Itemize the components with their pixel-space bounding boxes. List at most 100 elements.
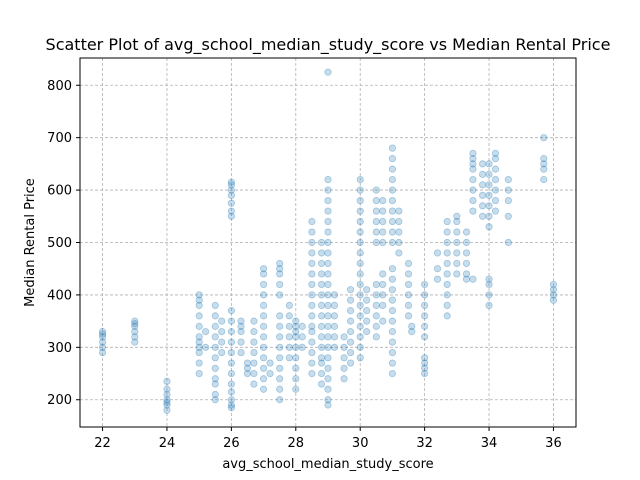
data-point: [163, 398, 171, 406]
data-point: [317, 270, 326, 278]
data-point: [227, 207, 235, 215]
data-point: [443, 238, 451, 247]
data-point: [330, 322, 339, 330]
data-point: [504, 176, 512, 184]
data-point: [211, 354, 219, 362]
data-point: [485, 275, 493, 283]
data-point: [276, 354, 284, 362]
data-point: [388, 144, 397, 152]
data-point: [308, 249, 316, 257]
data-point: [462, 238, 471, 247]
data-point: [195, 348, 203, 357]
data-point: [356, 343, 364, 351]
data-point: [317, 354, 326, 362]
y-axis-ticks: 200 300 400 500 600 700 800: [47, 79, 80, 408]
data-points: [98, 68, 558, 414]
data-point: [433, 275, 442, 283]
data-point: [346, 328, 355, 336]
x-tick-label: 36: [545, 436, 562, 451]
data-point: [485, 191, 493, 199]
data-point: [227, 348, 235, 357]
data-point: [317, 343, 326, 351]
data-point: [388, 265, 397, 273]
data-point: [324, 217, 332, 226]
data-point: [98, 338, 107, 346]
data-point: [276, 312, 284, 320]
data-point: [324, 385, 332, 393]
data-point: [491, 176, 500, 184]
data-point: [266, 369, 274, 378]
y-tick-label: 600: [47, 184, 72, 199]
data-point: [491, 207, 500, 215]
x-tick-label: 24: [159, 436, 176, 451]
data-point: [195, 359, 203, 367]
data-point: [227, 388, 235, 396]
data-point: [421, 301, 429, 309]
data-point: [356, 217, 364, 226]
data-point: [356, 228, 364, 236]
data-point: [218, 338, 226, 346]
data-point: [346, 338, 355, 346]
data-point: [469, 160, 477, 168]
data-point: [324, 375, 332, 383]
data-point: [163, 396, 171, 404]
data-point: [379, 291, 387, 299]
data-point: [404, 312, 413, 320]
data-point: [453, 212, 461, 220]
data-point: [324, 301, 332, 309]
data-point: [259, 333, 268, 341]
data-point: [443, 291, 451, 299]
data-point: [388, 155, 397, 163]
data-point: [469, 186, 477, 194]
data-point: [408, 328, 416, 336]
data-point: [317, 359, 326, 367]
data-point: [478, 191, 487, 199]
data-point: [218, 328, 226, 336]
data-point: [250, 338, 258, 346]
data-point: [408, 322, 416, 330]
data-point: [340, 343, 348, 351]
x-tick-label: 34: [481, 436, 498, 451]
data-point: [388, 328, 397, 336]
data-point: [356, 238, 364, 247]
data-point: [504, 196, 512, 205]
data-point: [379, 228, 387, 236]
data-point: [433, 249, 442, 257]
data-point: [211, 390, 219, 399]
data-point: [211, 322, 219, 330]
data-point: [330, 343, 339, 351]
data-point: [485, 212, 493, 220]
chart-title: Scatter Plot of avg_school_median_study_…: [46, 35, 611, 55]
data-point: [421, 354, 429, 362]
data-point: [317, 301, 326, 309]
data-point: [276, 343, 284, 351]
data-point: [330, 291, 339, 299]
data-point: [453, 217, 461, 226]
data-point: [330, 333, 339, 341]
data-point: [98, 343, 107, 351]
data-point: [388, 186, 397, 194]
data-point: [485, 160, 493, 168]
data-point: [356, 312, 364, 320]
data-point: [443, 270, 451, 278]
data-point: [285, 312, 293, 320]
data-point: [356, 280, 364, 289]
data-point: [324, 280, 332, 289]
data-point: [363, 286, 371, 294]
data-point: [388, 307, 397, 315]
data-point: [356, 354, 364, 362]
data-point: [540, 160, 548, 168]
data-point: [285, 333, 293, 341]
data-point: [131, 320, 139, 328]
data-point: [462, 275, 471, 283]
data-point: [227, 359, 235, 367]
data-point: [372, 207, 380, 215]
y-tick-label: 500: [47, 236, 72, 251]
data-point: [227, 191, 235, 199]
data-point: [298, 322, 306, 330]
data-point: [478, 202, 487, 210]
data-point: [131, 328, 139, 336]
data-point: [285, 301, 293, 309]
y-tick-label: 700: [47, 131, 72, 146]
